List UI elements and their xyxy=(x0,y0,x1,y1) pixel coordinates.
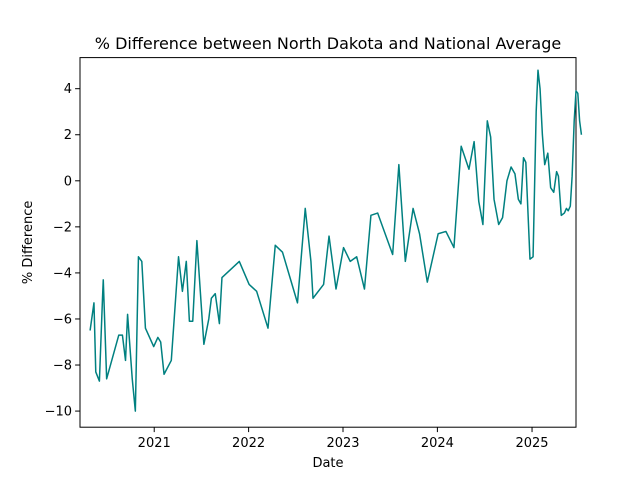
x-tick-label: 2022 xyxy=(232,436,265,451)
chart-title: % Difference between North Dakota and Na… xyxy=(95,34,561,53)
x-tick-label: 2023 xyxy=(326,436,359,451)
x-tick-label: 2024 xyxy=(421,436,454,451)
y-tick-label: −10 xyxy=(45,405,72,420)
y-tick-label: 4 xyxy=(64,82,72,97)
series-line-0 xyxy=(89,69,583,412)
series-layer xyxy=(89,69,583,412)
x-tick-label: 2021 xyxy=(138,436,171,451)
y-tick-label: −8 xyxy=(53,359,72,374)
x-tick-label: 2025 xyxy=(515,436,548,451)
y-tick-label: −6 xyxy=(53,312,72,327)
y-tick-label: −2 xyxy=(53,220,72,235)
y-tick-label: 0 xyxy=(64,174,72,189)
y-axis: −10 −8 −6 −4 −2 0 2 4 xyxy=(45,82,80,420)
y-axis-label: % Difference xyxy=(21,201,36,285)
y-tick-label: −4 xyxy=(53,266,72,281)
x-axis-label: Date xyxy=(312,456,343,471)
x-axis: 2021 2022 2023 2024 2025 xyxy=(138,427,549,451)
y-tick-label: 2 xyxy=(64,128,72,143)
